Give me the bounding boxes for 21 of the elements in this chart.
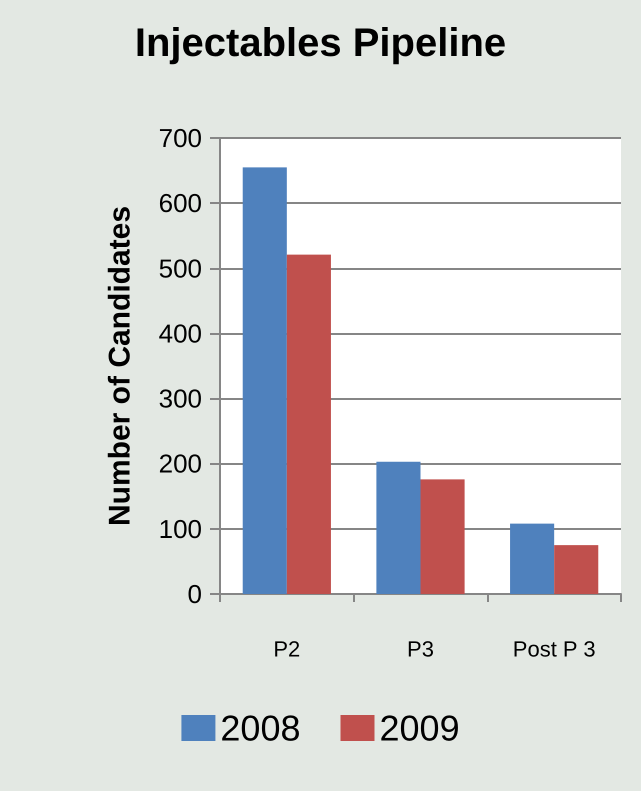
- y-axis-title: Number of Candidates: [104, 206, 136, 526]
- y-tick-label: 600: [158, 188, 202, 218]
- legend-label: 2008: [220, 708, 301, 748]
- bar: [286, 254, 331, 594]
- x-tick-label: Post P 3: [512, 636, 596, 662]
- y-tick-label: 100: [158, 514, 202, 544]
- y-tick-label: 700: [158, 123, 202, 153]
- y-tick-label: 400: [158, 318, 202, 348]
- x-tick-label: P3: [407, 636, 434, 662]
- y-tick-label: 300: [158, 384, 202, 414]
- y-tick-label: 200: [158, 448, 202, 479]
- y-tick-label: 0: [188, 579, 202, 609]
- bar: [376, 462, 420, 594]
- legend-label: 2009: [380, 708, 460, 748]
- chart-title: Injectables Pipeline: [134, 21, 506, 65]
- bar: [510, 524, 554, 594]
- bar: [420, 479, 465, 594]
- x-tick-label: P2: [273, 636, 300, 662]
- bar: [242, 167, 287, 594]
- y-tick-label: 500: [158, 253, 202, 284]
- bar: [554, 545, 598, 594]
